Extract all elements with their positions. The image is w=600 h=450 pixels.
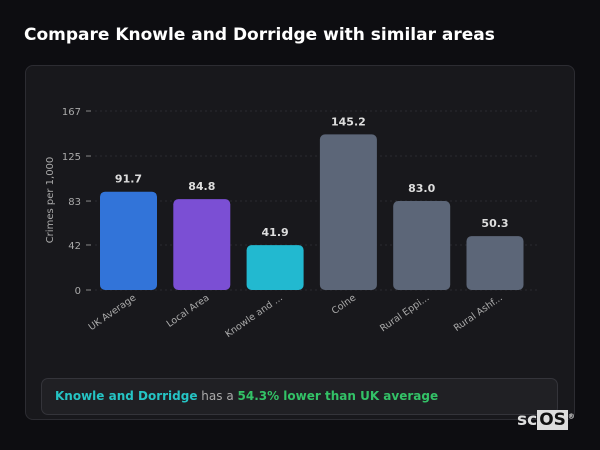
y-tick-label: 125 — [62, 152, 81, 163]
scos-logo: sc OS ® — [517, 410, 575, 430]
summary-box: Knowle and Dorridge has a 54.3% lower th… — [41, 378, 558, 415]
x-tick-label: Local Area — [165, 292, 212, 329]
y-tick-label: 0 — [75, 286, 81, 297]
y-tick-label: 42 — [68, 241, 81, 252]
y-axis-label: Crimes per 1,000 — [45, 157, 56, 244]
y-tick-label: 83 — [68, 197, 81, 208]
page-title: Compare Knowle and Dorridge with similar… — [24, 25, 495, 45]
bar — [466, 236, 524, 290]
x-tick-label: Colne — [330, 292, 359, 317]
data-label: 145.2 — [331, 115, 366, 128]
x-tick-label: Rural Ashf... — [452, 292, 505, 334]
data-label: 84.8 — [188, 180, 215, 193]
summary-area: Knowle and Dorridge — [55, 389, 198, 403]
x-tick-label: Knowle and ... — [223, 292, 284, 340]
bar — [100, 191, 157, 290]
data-label: 91.7 — [115, 173, 142, 186]
data-label: 41.9 — [262, 226, 289, 239]
data-label: 50.3 — [481, 217, 508, 230]
bar — [246, 245, 304, 290]
bar — [393, 201, 451, 290]
x-tick-label: UK Average — [87, 292, 139, 333]
bar — [173, 199, 231, 290]
summary-result: 54.3% lower than UK average — [237, 389, 439, 403]
x-tick-label: Rural Eppi... — [378, 292, 431, 334]
bar — [319, 134, 377, 290]
y-tick-label: 167 — [62, 107, 81, 118]
summary-middle: has a — [197, 389, 238, 403]
data-label: 83.0 — [408, 182, 435, 195]
